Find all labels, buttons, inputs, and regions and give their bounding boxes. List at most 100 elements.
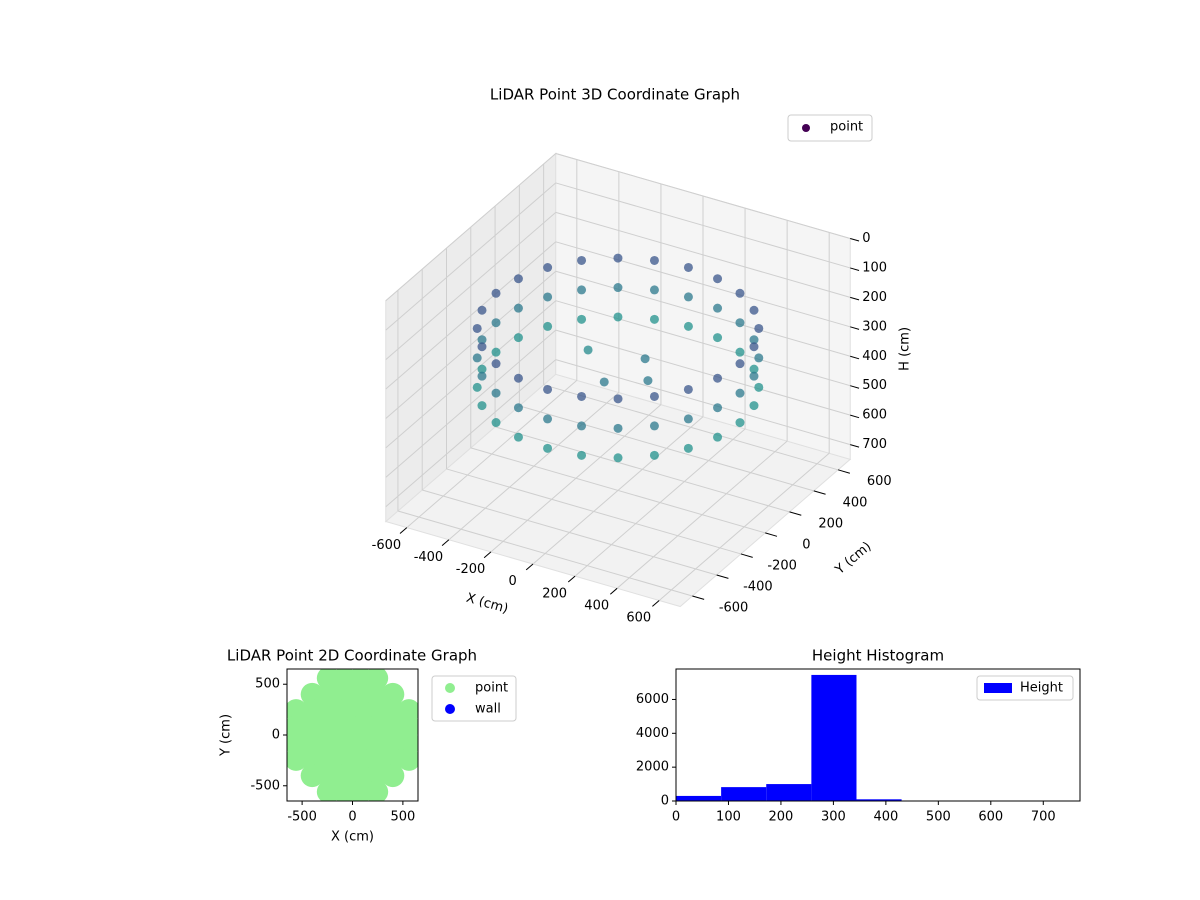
tick-mark — [850, 237, 860, 242]
point — [365, 731, 389, 755]
grid-line — [519, 405, 814, 492]
x-tick-label: 200 — [542, 586, 567, 601]
legend-marker — [445, 683, 455, 693]
y-tick-label: -200 — [767, 558, 797, 573]
point — [316, 731, 340, 755]
legend-label: point — [830, 120, 863, 135]
point — [683, 262, 693, 272]
point — [613, 283, 623, 293]
legend-label: point — [475, 681, 508, 696]
point — [381, 699, 405, 723]
point — [683, 292, 693, 302]
x-tick-label: 500 — [390, 810, 415, 825]
tick-mark — [441, 539, 450, 547]
point — [649, 285, 659, 295]
point — [543, 321, 553, 331]
tick-mark — [850, 385, 860, 389]
x-tick-label: 400 — [873, 810, 898, 825]
x-tick-label: -600 — [372, 538, 402, 553]
point — [649, 421, 659, 431]
point — [754, 353, 764, 363]
y-tick-label: 0 — [272, 728, 280, 743]
grid-line — [555, 270, 851, 357]
point — [640, 354, 650, 364]
x-tick-label: 300 — [821, 810, 846, 825]
x-tick-label: 100 — [716, 810, 741, 825]
point — [381, 747, 405, 771]
point — [365, 764, 389, 788]
point — [477, 401, 487, 411]
x-tick-label: -200 — [456, 562, 486, 577]
point — [349, 699, 373, 723]
point — [735, 347, 745, 357]
z-tick-label: 0 — [862, 231, 870, 246]
legend-box — [976, 675, 1074, 701]
tick-mark — [850, 296, 860, 301]
point — [543, 292, 553, 302]
point — [381, 682, 405, 706]
y-tick-label: -600 — [719, 600, 749, 615]
point — [749, 335, 759, 345]
bar — [811, 674, 857, 801]
point — [613, 394, 623, 404]
grid-line — [385, 270, 557, 419]
point — [491, 359, 501, 369]
point — [472, 323, 482, 333]
plot-area — [287, 669, 418, 801]
y-tick-label: 400 — [843, 495, 868, 510]
point — [300, 731, 324, 755]
axes-frame — [675, 668, 1081, 802]
point — [513, 432, 523, 442]
x-tick-label: 0 — [348, 810, 356, 825]
legend-label: Height — [1020, 681, 1063, 696]
grid-line — [555, 152, 851, 239]
point — [613, 253, 623, 263]
point — [316, 699, 340, 723]
tick-mark — [850, 355, 860, 360]
grid-line — [385, 329, 557, 478]
bar — [676, 795, 722, 801]
point — [713, 333, 723, 343]
point — [577, 314, 587, 324]
y-tick-label: 600 — [867, 474, 892, 489]
point — [332, 699, 356, 723]
z-tick-label: 700 — [862, 437, 887, 452]
point — [332, 715, 356, 739]
point — [513, 373, 523, 383]
point — [300, 764, 324, 788]
grid-line — [555, 329, 851, 416]
y-axis-label: Y (cm) — [832, 539, 875, 578]
point — [735, 359, 745, 369]
y-axis-label: Y (cm) — [219, 714, 234, 757]
point — [477, 342, 487, 352]
z-axis-label: H (cm) — [898, 327, 913, 371]
grid-line — [555, 241, 851, 328]
bar — [721, 787, 767, 801]
point — [316, 747, 340, 771]
point — [543, 384, 553, 394]
point — [577, 421, 587, 431]
grid-line — [385, 153, 557, 302]
point — [577, 255, 587, 265]
grid-line — [385, 211, 557, 360]
tick-mark — [716, 574, 729, 579]
grid-line — [470, 447, 766, 534]
plot-area — [676, 674, 902, 801]
point — [735, 418, 745, 428]
x-tick-label: 600 — [978, 810, 1003, 825]
x-axis-label: X (cm) — [331, 830, 374, 845]
tick-mark — [850, 414, 860, 419]
y-tick-label: 4000 — [636, 726, 669, 741]
point — [316, 682, 340, 706]
tick-mark — [609, 587, 618, 595]
tick-mark — [850, 326, 860, 330]
point — [472, 382, 482, 392]
point — [613, 312, 623, 322]
point — [332, 764, 356, 788]
point — [365, 682, 389, 706]
grid-line — [555, 182, 851, 269]
z-tick-label: 300 — [862, 319, 887, 334]
point — [316, 715, 340, 739]
point — [754, 382, 764, 392]
grid-line — [555, 359, 851, 446]
